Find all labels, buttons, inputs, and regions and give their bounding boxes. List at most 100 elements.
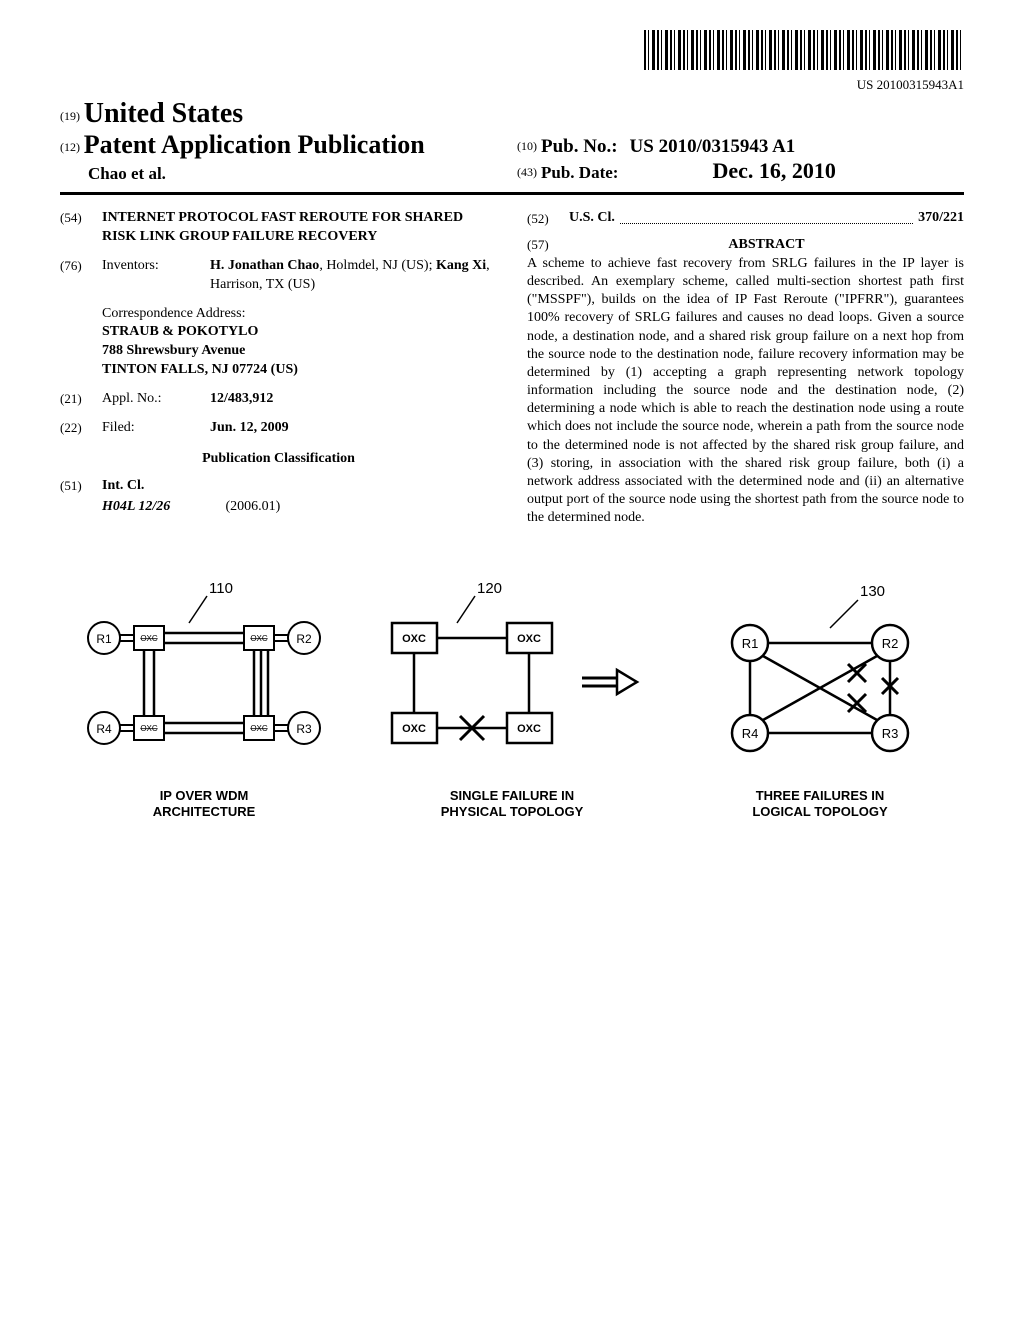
inventor-1-loc: , Holmdel, NJ (US); xyxy=(319,258,436,273)
code-51: (51) xyxy=(60,477,102,496)
fig1-r4: R4 xyxy=(96,722,112,736)
filed-row: (22) Filed: Jun. 12, 2009 xyxy=(60,419,497,438)
dotfill-line xyxy=(620,223,913,224)
applno-value: 12/483,912 xyxy=(210,390,497,409)
fig3-r3: R3 xyxy=(882,726,899,741)
figure-3-svg: 130 R1 R2 R4 R3 xyxy=(710,578,930,768)
pubno-line: (10) Pub. No.: US 2010/0315943 A1 xyxy=(517,136,964,158)
fig2-cap-l2: PHYSICAL TOPOLOGY xyxy=(368,804,656,821)
inventor-2-name: Kang Xi xyxy=(436,258,486,273)
figure-2: 120 OXC OXC OXC OXC xyxy=(368,578,656,822)
header-block: (19) United States (12) Patent Applicati… xyxy=(60,98,964,184)
figure-2-svg: 120 OXC OXC OXC OXC xyxy=(382,578,642,768)
figure-2-caption: SINGLE FAILURE IN PHYSICAL TOPOLOGY xyxy=(368,788,656,822)
applno-label: Appl. No.: xyxy=(102,390,210,409)
fig3-cap-l2: LOGICAL TOPOLOGY xyxy=(676,804,964,821)
fig3-r2: R2 xyxy=(882,636,899,651)
fig1-cap-l1: IP OVER WDM xyxy=(60,788,348,805)
pubno-label: Pub. No.: xyxy=(541,136,618,157)
code-19: (19) xyxy=(60,109,80,123)
code-54: (54) xyxy=(60,209,102,247)
pubclass-heading: Publication Classification xyxy=(60,450,497,469)
code-43: (43) xyxy=(517,165,537,179)
uscl-value: 370/221 xyxy=(918,209,964,228)
fig3-cap-l1: THREE FAILURES IN xyxy=(676,788,964,805)
pubdate-value: Dec. 16, 2010 xyxy=(622,158,835,183)
fig1-oxc-bl: OXC xyxy=(140,724,158,733)
header-row: (12) Patent Application Publication Chao… xyxy=(60,130,964,184)
fig3-r4: R4 xyxy=(742,726,759,741)
publication-type: Patent Application Publication xyxy=(84,130,425,159)
filed-label: Filed: xyxy=(102,419,210,438)
fig1-r1: R1 xyxy=(96,632,112,646)
uscl-row: (52) U.S. Cl. 370/221 xyxy=(527,209,964,228)
inventors-row: (76) Inventors: H. Jonathan Chao, Holmde… xyxy=(60,257,497,295)
fig2-leader: 120 xyxy=(477,580,502,597)
abstract-heading-row: (57) ABSTRACT xyxy=(527,236,964,255)
inventors-label: Inventors: xyxy=(102,257,210,295)
fig3-leader: 130 xyxy=(860,583,885,600)
fig2-cap-l1: SINGLE FAILURE IN xyxy=(368,788,656,805)
country-name: United States xyxy=(84,98,243,129)
authors-line: Chao et al. xyxy=(60,164,507,184)
fig2-oxc-tl: OXC xyxy=(402,633,426,645)
header-line-country: (19) United States xyxy=(60,98,964,130)
invention-title: INTERNET PROTOCOL FAST REROUTE FOR SHARE… xyxy=(102,209,497,247)
intcl-label: Int. Cl. xyxy=(102,477,497,496)
header-left: (12) Patent Application Publication Chao… xyxy=(60,130,507,184)
biblio-columns: (54) INTERNET PROTOCOL FAST REROUTE FOR … xyxy=(60,209,964,528)
intcl-year: (2006.01) xyxy=(226,499,281,514)
fig2-oxc-br: OXC xyxy=(517,723,541,735)
intcl-class-row: H04L 12/26 (2006.01) xyxy=(102,498,497,517)
code-76: (76) xyxy=(60,257,102,295)
filed-value: Jun. 12, 2009 xyxy=(210,419,497,438)
correspondence-label: Correspondence Address: xyxy=(102,305,497,324)
header-right: (10) Pub. No.: US 2010/0315943 A1 (43) P… xyxy=(507,136,964,184)
pubdate-line: (43) Pub. Date: Dec. 16, 2010 xyxy=(517,158,964,184)
barcode-icon xyxy=(644,30,964,70)
code-22: (22) xyxy=(60,419,102,438)
divider-thick xyxy=(60,192,964,195)
fig1-oxc-tl: OXC xyxy=(140,634,158,643)
intcl-class-code: H04L 12/26 xyxy=(102,498,222,517)
pubno-value: US 2010/0315943 A1 xyxy=(622,136,796,157)
fig1-r3: R3 xyxy=(296,722,312,736)
fig1-leader: 110 xyxy=(209,580,233,597)
fig3-r1: R1 xyxy=(742,636,759,651)
applno-row: (21) Appl. No.: 12/483,912 xyxy=(60,390,497,409)
figure-1-svg: 110 R1 R2 R4 R3 xyxy=(79,578,329,768)
inventors-value: H. Jonathan Chao, Holmdel, NJ (US); Kang… xyxy=(210,257,497,295)
fig1-oxc-tr: OXC xyxy=(250,634,268,643)
inventor-1-name: H. Jonathan Chao xyxy=(210,258,319,273)
figure-3-caption: THREE FAILURES IN LOGICAL TOPOLOGY xyxy=(676,788,964,822)
fig1-r2: R2 xyxy=(296,632,312,646)
patent-page: US 20100315943A1 (19) United States (12)… xyxy=(0,0,1024,861)
code-21: (21) xyxy=(60,390,102,409)
abstract-text: A scheme to achieve fast recovery from S… xyxy=(527,255,964,528)
fig2-oxc-bl: OXC xyxy=(402,723,426,735)
abstract-heading: ABSTRACT xyxy=(569,236,964,255)
pubdate-label: Pub. Date: xyxy=(541,163,618,182)
code-52: (52) xyxy=(527,210,569,228)
figure-1-caption: IP OVER WDM ARCHITECTURE xyxy=(60,788,348,822)
title-row: (54) INTERNET PROTOCOL FAST REROUTE FOR … xyxy=(60,209,497,247)
correspondence-line1: STRAUB & POKOTYLO xyxy=(102,323,497,342)
intcl-row: (51) Int. Cl. xyxy=(60,477,497,496)
correspondence-block: Correspondence Address: STRAUB & POKOTYL… xyxy=(102,305,497,381)
fig1-cap-l2: ARCHITECTURE xyxy=(60,804,348,821)
right-column: (52) U.S. Cl. 370/221 (57) ABSTRACT A sc… xyxy=(527,209,964,528)
correspondence-line2: 788 Shrewsbury Avenue xyxy=(102,342,497,361)
fig2-oxc-tr: OXC xyxy=(517,633,541,645)
left-column: (54) INTERNET PROTOCOL FAST REROUTE FOR … xyxy=(60,209,497,528)
code-10: (10) xyxy=(517,139,537,153)
code-12: (12) xyxy=(60,140,80,154)
pub-type-line: (12) Patent Application Publication xyxy=(60,130,507,160)
figure-3: 130 R1 R2 R4 R3 xyxy=(676,578,964,822)
code-57: (57) xyxy=(527,236,569,255)
figure-1: 110 R1 R2 R4 R3 xyxy=(60,578,348,822)
fig1-oxc-br: OXC xyxy=(250,724,268,733)
barcode-number: US 20100315943A1 xyxy=(60,77,964,93)
uscl-label: U.S. Cl. xyxy=(569,209,615,228)
correspondence-line3: TINTON FALLS, NJ 07724 (US) xyxy=(102,361,497,380)
barcode-region: US 20100315943A1 xyxy=(60,30,964,93)
